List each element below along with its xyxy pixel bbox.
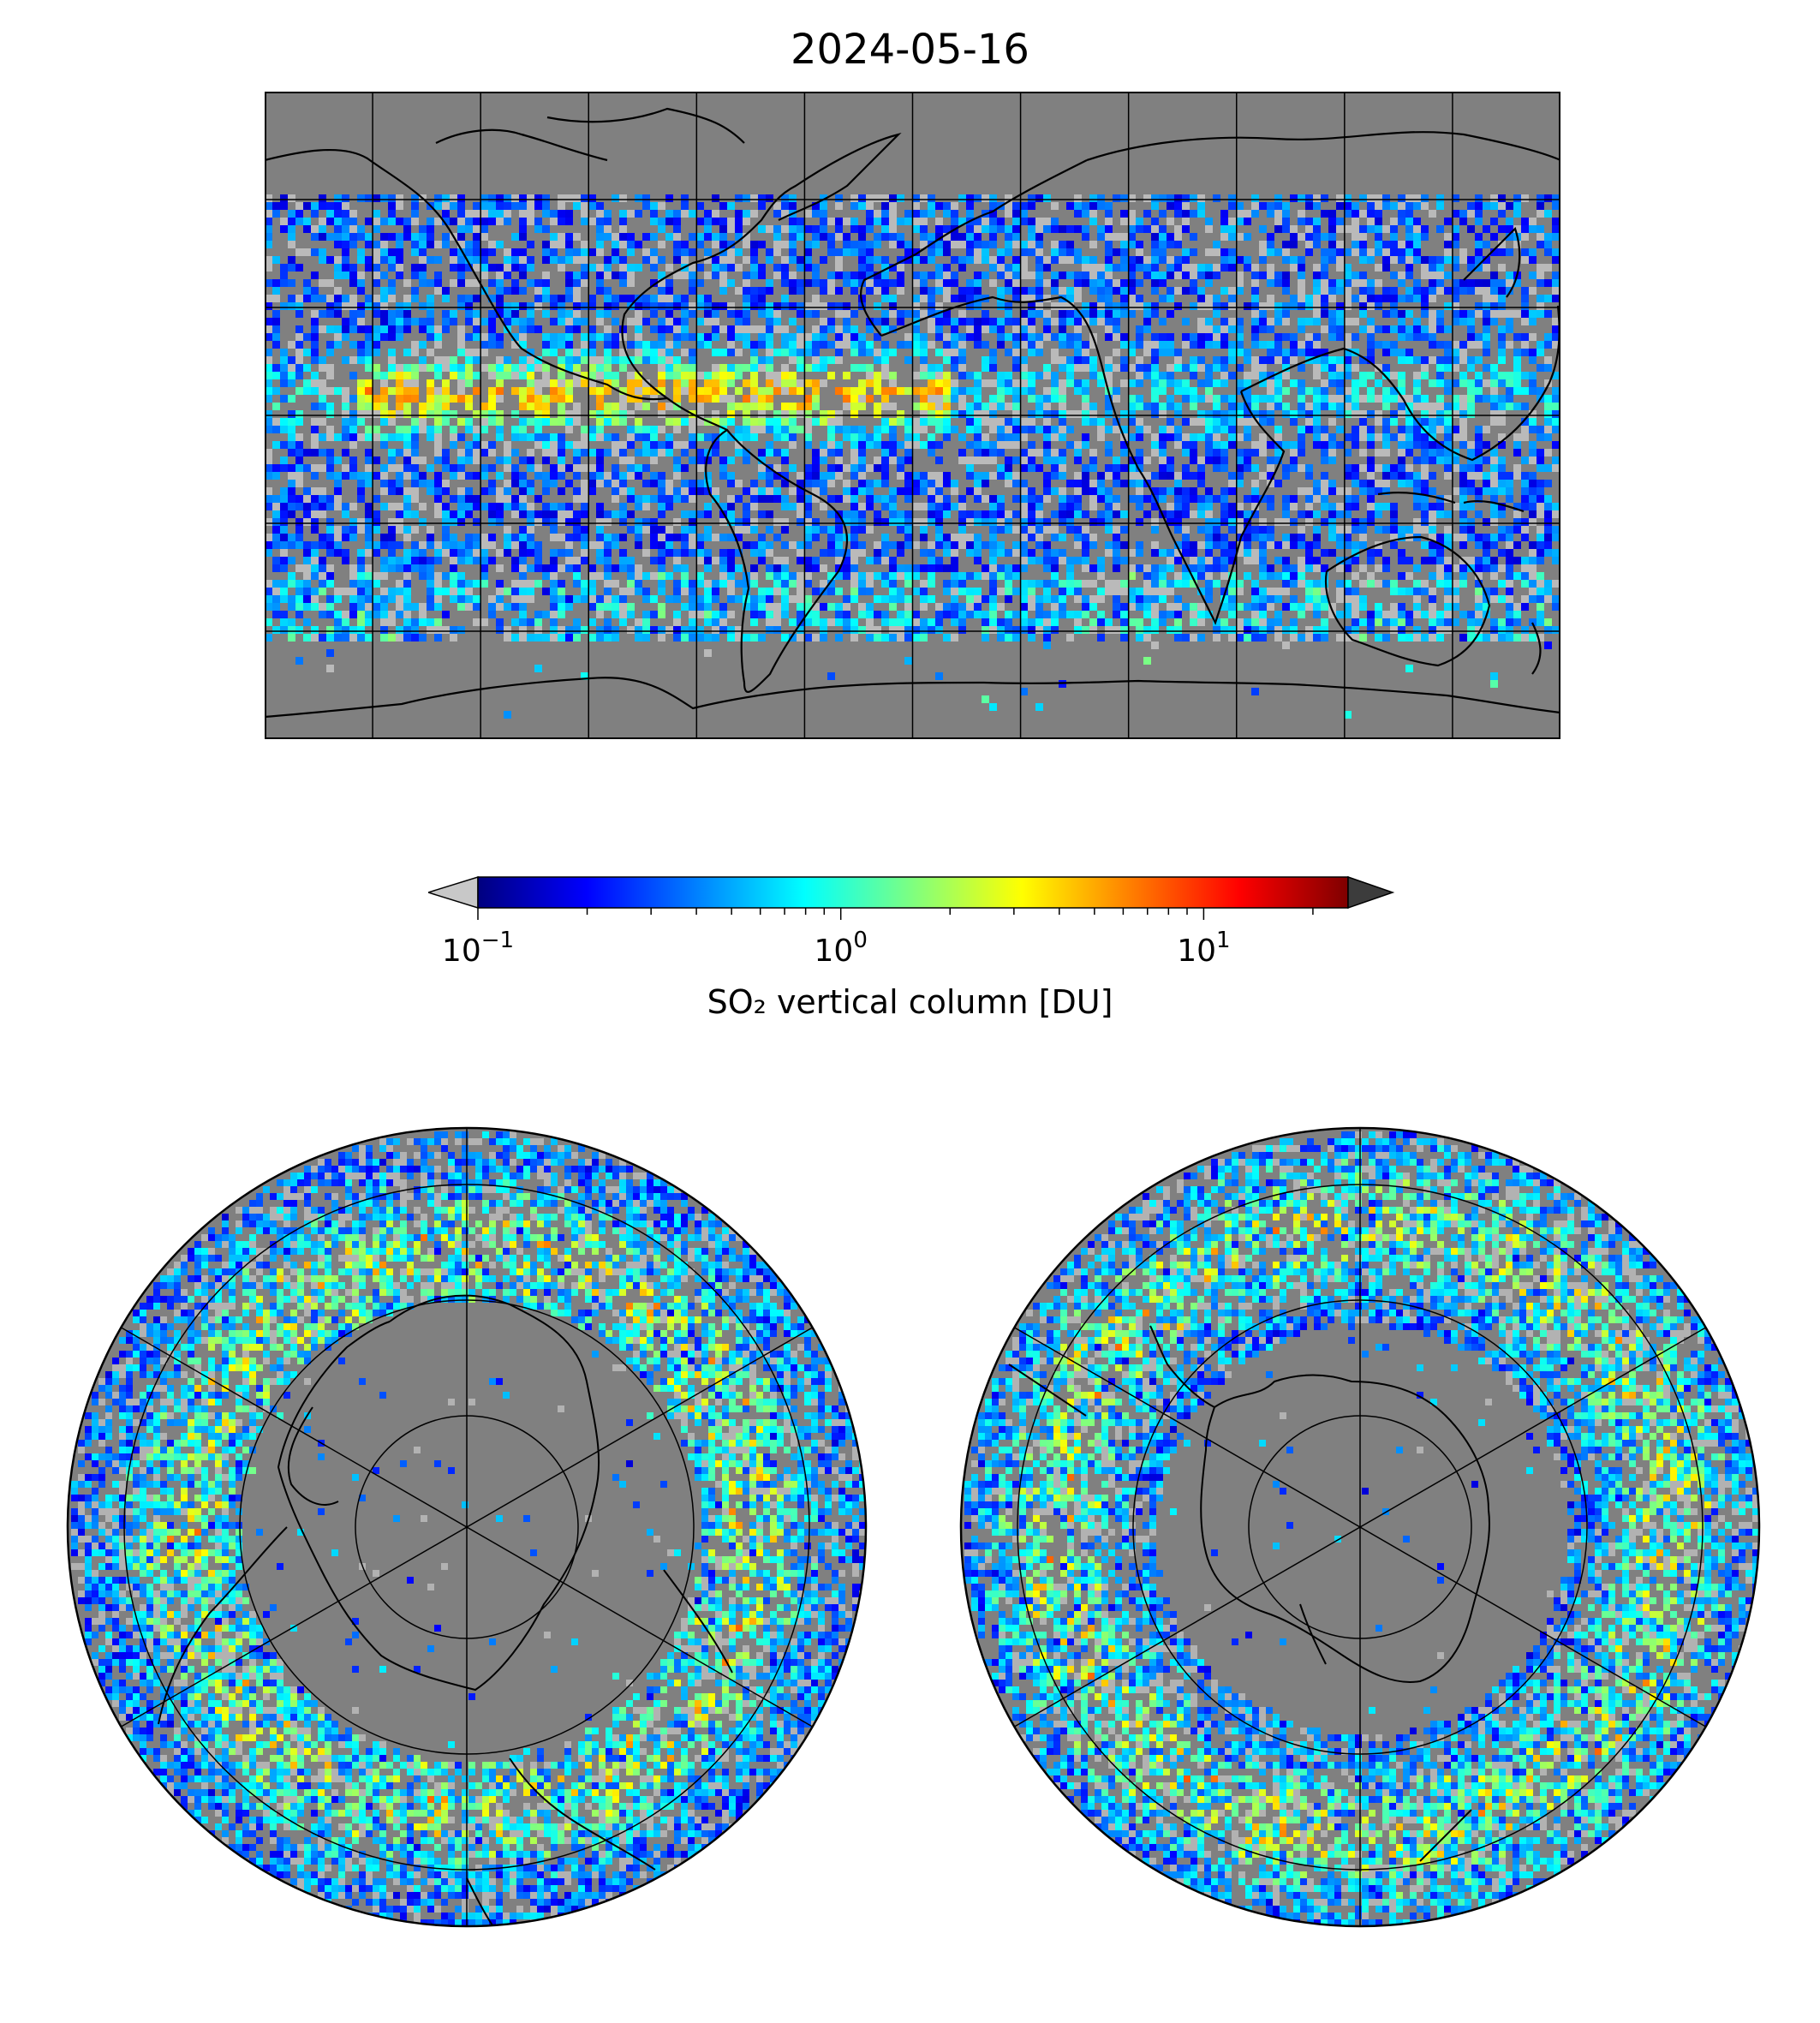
south-map-frame: [959, 1126, 1761, 1928]
global-map-frame: [265, 92, 1560, 739]
global-retrieval-pixels: [265, 194, 1560, 719]
south-polar-map: [958, 1125, 1763, 1930]
colorbar-ticks: [477, 908, 1314, 920]
colorbar-tick-label: 101: [1177, 928, 1230, 969]
south-gridlines: [1011, 1128, 1710, 1926]
map-title: 2024-05-16: [791, 26, 1029, 74]
colorbar-label: SO₂ vertical column [DU]: [707, 983, 1113, 1021]
north-coastlines: [158, 1294, 733, 1926]
colorbar-tick-label: 100: [815, 928, 868, 969]
colorbar-tick-labels: 10−1 100 101: [442, 928, 1231, 969]
north-gridlines: [117, 1128, 816, 1926]
north-retrieval-pixels: [71, 1131, 866, 1926]
global-map: [264, 91, 1561, 740]
south-retrieval-pixels: [964, 1131, 1759, 1926]
colorbar-over-triangle: [1347, 875, 1395, 910]
colorbar-under-triangle: [426, 875, 479, 910]
north-polar-map: [64, 1125, 869, 1930]
colorbar: 10−1 100 101: [426, 875, 1405, 978]
colorbar-gradient: [477, 876, 1349, 909]
north-map-frame: [66, 1126, 868, 1928]
colorbar-tick-label: 10−1: [442, 928, 514, 969]
south-coastlines: [1008, 1325, 1490, 1862]
